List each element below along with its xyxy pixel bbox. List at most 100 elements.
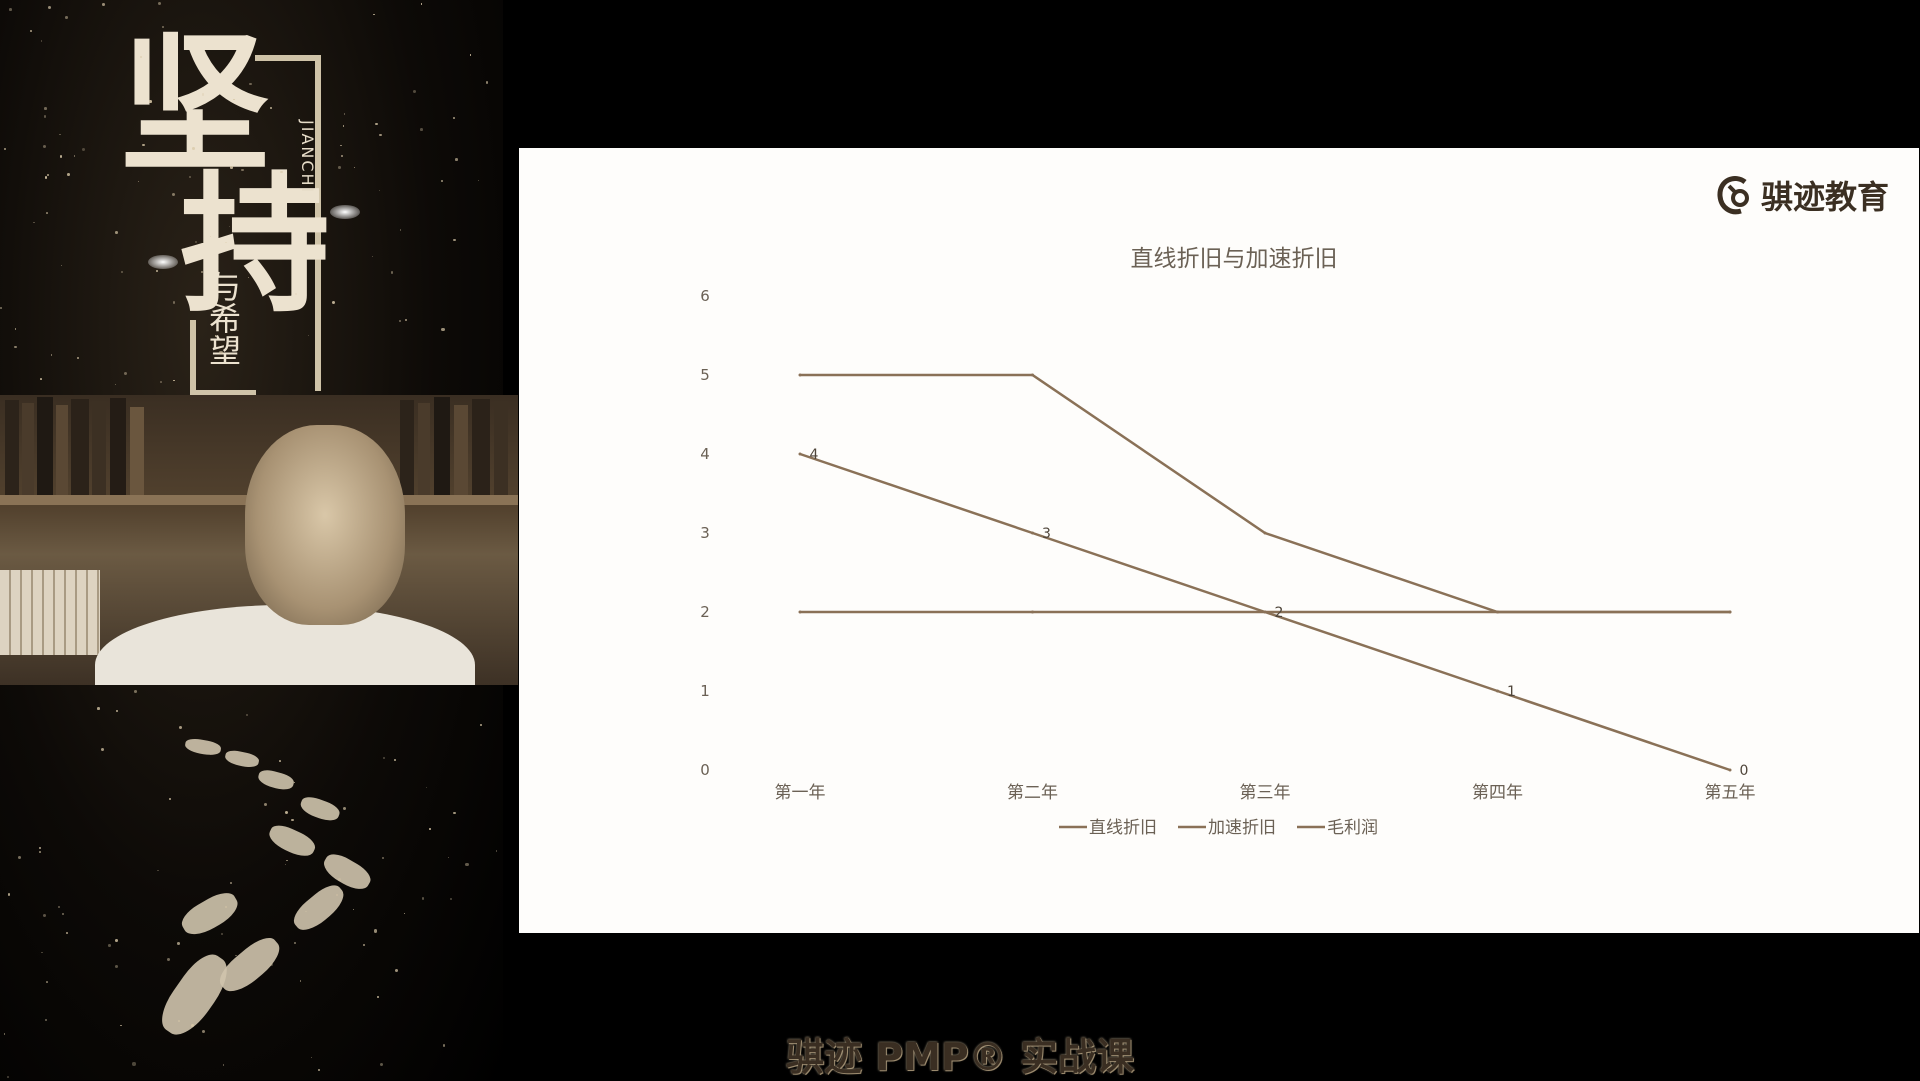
sparkle	[235, 954, 237, 957]
sparkle	[201, 1030, 205, 1034]
sparkle	[442, 1044, 446, 1047]
x-tick-label: 第三年	[1240, 783, 1291, 803]
poster-pinyin: JIANCHI	[298, 120, 317, 195]
data-label: 3	[1042, 526, 1051, 542]
sparkle	[263, 802, 267, 806]
sparkle	[452, 117, 455, 119]
sparkle	[45, 980, 48, 983]
poster-title: 坚 持	[120, 30, 360, 320]
sparkle	[30, 29, 33, 32]
presenter-head	[245, 425, 405, 625]
sparkle	[441, 179, 444, 182]
sparkle	[14, 345, 18, 349]
sparkle	[286, 859, 288, 862]
sparkle	[230, 166, 233, 169]
sparkle	[215, 335, 217, 337]
sparkle	[270, 963, 274, 967]
data-label: 2	[1275, 605, 1284, 621]
data-point	[1263, 531, 1267, 535]
sparkle	[280, 170, 283, 174]
sparkle	[76, 356, 80, 360]
data-point	[1728, 768, 1732, 772]
sparkle	[9, 8, 12, 11]
legend-item: 加速折旧	[1208, 818, 1276, 838]
legend-item: 毛利润	[1327, 818, 1378, 838]
sparkle	[311, 1056, 313, 1058]
sparkle	[191, 1023, 195, 1028]
sparkle	[17, 855, 21, 859]
book	[472, 399, 490, 495]
sparkle	[177, 941, 181, 945]
sparkle	[454, 158, 458, 161]
footprint	[177, 886, 243, 942]
x-tick-label: 第四年	[1472, 783, 1523, 803]
sparkle	[291, 819, 294, 822]
book	[494, 401, 508, 495]
sparkle	[373, 13, 375, 16]
sparkle	[338, 878, 341, 881]
sparkle	[421, 897, 424, 900]
star-glow	[148, 255, 178, 269]
webcam-feed	[0, 395, 518, 685]
y-tick-label: 4	[700, 445, 710, 463]
book	[110, 398, 126, 495]
sparkle	[8, 893, 11, 896]
footprint	[298, 793, 342, 825]
sparkle	[101, 3, 105, 6]
x-tick-label: 第五年	[1705, 783, 1756, 803]
sparkle	[155, 269, 158, 272]
sparkle	[241, 169, 244, 172]
data-label: 4	[810, 447, 819, 463]
sparkle	[43, 145, 47, 149]
sparkle	[317, 1069, 320, 1072]
sparkle	[307, 334, 309, 336]
sparkle	[453, 238, 456, 242]
sparkle	[33, 221, 35, 224]
data-point	[1496, 610, 1499, 614]
book	[418, 403, 430, 495]
y-tick-label: 3	[700, 524, 710, 542]
sparkle	[285, 811, 289, 815]
data-point	[1496, 689, 1499, 693]
sparkle	[172, 192, 176, 196]
book	[5, 400, 19, 495]
sparkle	[39, 846, 42, 849]
sparkle	[121, 270, 124, 273]
sparkle	[157, 869, 159, 872]
sparkle	[362, 944, 365, 947]
sparkle	[404, 319, 408, 322]
sparkle	[39, 378, 42, 380]
data-point	[1728, 610, 1732, 614]
data-point	[1031, 373, 1034, 377]
brand-name: 骐迹教育	[1760, 178, 1889, 216]
sparkle	[245, 713, 249, 717]
sparkle	[97, 707, 100, 710]
sparkle	[3, 1032, 6, 1035]
sparkle	[61, 912, 65, 915]
sparkle	[343, 806, 347, 811]
book	[434, 397, 450, 495]
sparkle	[168, 797, 172, 801]
sparkle	[380, 1063, 384, 1067]
slide: 直线折旧与加速折旧 0 1 2 3 4 5 6 第一年 第二年 第三年 第四年 第五年 4 3 2 1 0 直线折旧…	[519, 148, 1919, 933]
sparkle	[114, 939, 118, 942]
sparkle	[412, 89, 417, 94]
sparkle	[166, 957, 171, 962]
sparkle	[157, 1, 162, 6]
sparkle	[338, 166, 342, 170]
sparkle	[116, 710, 118, 712]
sparkle	[299, 980, 302, 983]
sparkle	[60, 155, 63, 158]
chart-title: 直线折旧与加速折旧	[1131, 246, 1338, 272]
sparkle	[191, 147, 195, 151]
sparkle	[178, 725, 182, 729]
sparkle	[225, 905, 228, 908]
footprint	[256, 767, 296, 793]
sparkle	[222, 1064, 225, 1066]
sparkle	[420, 3, 423, 5]
sparkle	[371, 255, 374, 258]
y-tick-label: 2	[700, 603, 710, 621]
sparkle	[375, 122, 378, 126]
sparkle	[404, 912, 406, 915]
sparkle	[40, 40, 43, 42]
